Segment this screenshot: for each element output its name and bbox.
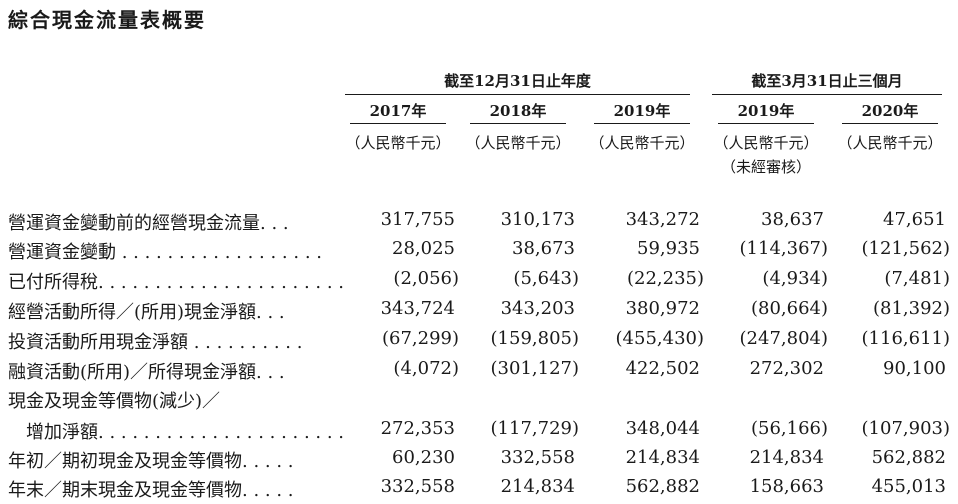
row-label: 增加淨額. . . . . . . . . . . . . . . . . . …: [8, 422, 345, 443]
row-value: 317,755: [380, 209, 455, 230]
page-title: 綜合現金流量表概要: [8, 8, 206, 32]
year-header-underline: [842, 123, 938, 124]
row-label: 營運資金變動 . . . . . . . . . . . . . . . . .…: [8, 242, 322, 263]
year-header-underline: [718, 123, 814, 124]
row-value: 38,673: [512, 238, 575, 259]
group-header-years: 截至12月31日止年度: [444, 72, 591, 90]
row-value: (7,481): [884, 268, 950, 289]
row-value: (22,235): [626, 268, 704, 289]
row-value: 455,013: [871, 476, 946, 497]
row-value: 332,558: [500, 447, 575, 468]
row-label: 年末／期末現金及現金等價物. . . . .: [8, 480, 294, 501]
year-header: 2017年: [369, 102, 427, 120]
row-value: 343,724: [380, 298, 455, 319]
row-value: (2,056): [393, 268, 459, 289]
year-header: 2019年: [613, 102, 671, 120]
row-label: 融資活動(所用)／所得現金淨額. . .: [8, 362, 285, 383]
row-value: 214,834: [749, 447, 824, 468]
row-value: (4,072): [393, 358, 459, 379]
row-value: (56,166): [750, 418, 828, 439]
row-label: 已付所得稅. . . . . . . . . . . . . . . . . .…: [8, 272, 345, 293]
row-value: 343,203: [500, 298, 575, 319]
year-header: 2020年: [861, 102, 919, 120]
year-header: 2019年: [737, 102, 795, 120]
row-label: 投資活動所用現金淨額 . . . . . . . . . .: [8, 332, 303, 353]
row-value: 214,834: [500, 476, 575, 497]
row-value: 348,044: [625, 418, 700, 439]
unit-label: （人民幣千元）: [713, 134, 819, 152]
unaudited-label: （未經審核）: [720, 158, 811, 176]
row-value: (117,729): [490, 418, 579, 439]
row-value: 332,558: [380, 476, 455, 497]
row-value: 60,230: [392, 447, 455, 468]
row-value: 343,272: [625, 209, 700, 230]
row-value: 214,834: [625, 447, 700, 468]
row-value: (67,299): [381, 328, 459, 349]
unit-label: （人民幣千元）: [589, 134, 695, 152]
row-value: 158,663: [749, 476, 824, 497]
year-header-underline: [470, 123, 566, 124]
row-value: 59,935: [637, 238, 700, 259]
unit-label: （人民幣千元）: [837, 134, 943, 152]
row-value: 28,025: [392, 238, 455, 259]
unit-label: （人民幣千元）: [465, 134, 571, 152]
row-value: (114,367): [739, 238, 828, 259]
row-value: 422,502: [625, 358, 700, 379]
row-value: 47,651: [883, 209, 946, 230]
row-value: (121,562): [861, 238, 950, 259]
row-value: 380,972: [625, 298, 700, 319]
year-header: 2018年: [489, 102, 547, 120]
row-value: (116,611): [861, 328, 950, 349]
row-label: 現金及現金等價物(減少)／: [8, 391, 221, 412]
row-label: 年初／期初現金及現金等價物. . . . .: [8, 451, 294, 472]
row-value: (301,127): [490, 358, 579, 379]
year-header-underline: [594, 123, 690, 124]
year-header-underline: [350, 123, 446, 124]
row-value: (81,392): [872, 298, 950, 319]
row-label: 經營活動所得／(所用)現金淨額. . .: [8, 302, 285, 323]
row-value: (247,804): [739, 328, 828, 349]
group-header-years-underline: [345, 94, 690, 95]
unit-label: （人民幣千元）: [345, 134, 451, 152]
row-value: (159,805): [490, 328, 579, 349]
row-value: (80,664): [750, 298, 828, 319]
row-value: 272,302: [749, 358, 824, 379]
group-header-quarters: 截至3月31日止三個月: [751, 72, 903, 90]
row-value: 90,100: [883, 358, 946, 379]
row-value: (107,903): [861, 418, 950, 439]
row-value: (5,643): [513, 268, 579, 289]
row-value: (455,430): [615, 328, 704, 349]
row-label: 營運資金變動前的經營現金流量. . .: [8, 213, 289, 234]
row-value: 272,353: [380, 418, 455, 439]
row-value: 38,637: [761, 209, 824, 230]
row-value: (4,934): [762, 268, 828, 289]
row-value: 562,882: [625, 476, 700, 497]
group-header-quarters-underline: [712, 94, 942, 95]
row-value: 310,173: [500, 209, 575, 230]
row-value: 562,882: [871, 447, 946, 468]
